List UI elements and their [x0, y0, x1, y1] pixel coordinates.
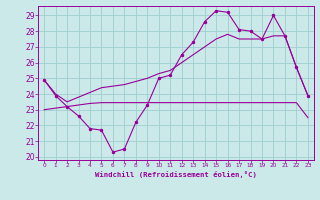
X-axis label: Windchill (Refroidissement éolien,°C): Windchill (Refroidissement éolien,°C) — [95, 171, 257, 178]
